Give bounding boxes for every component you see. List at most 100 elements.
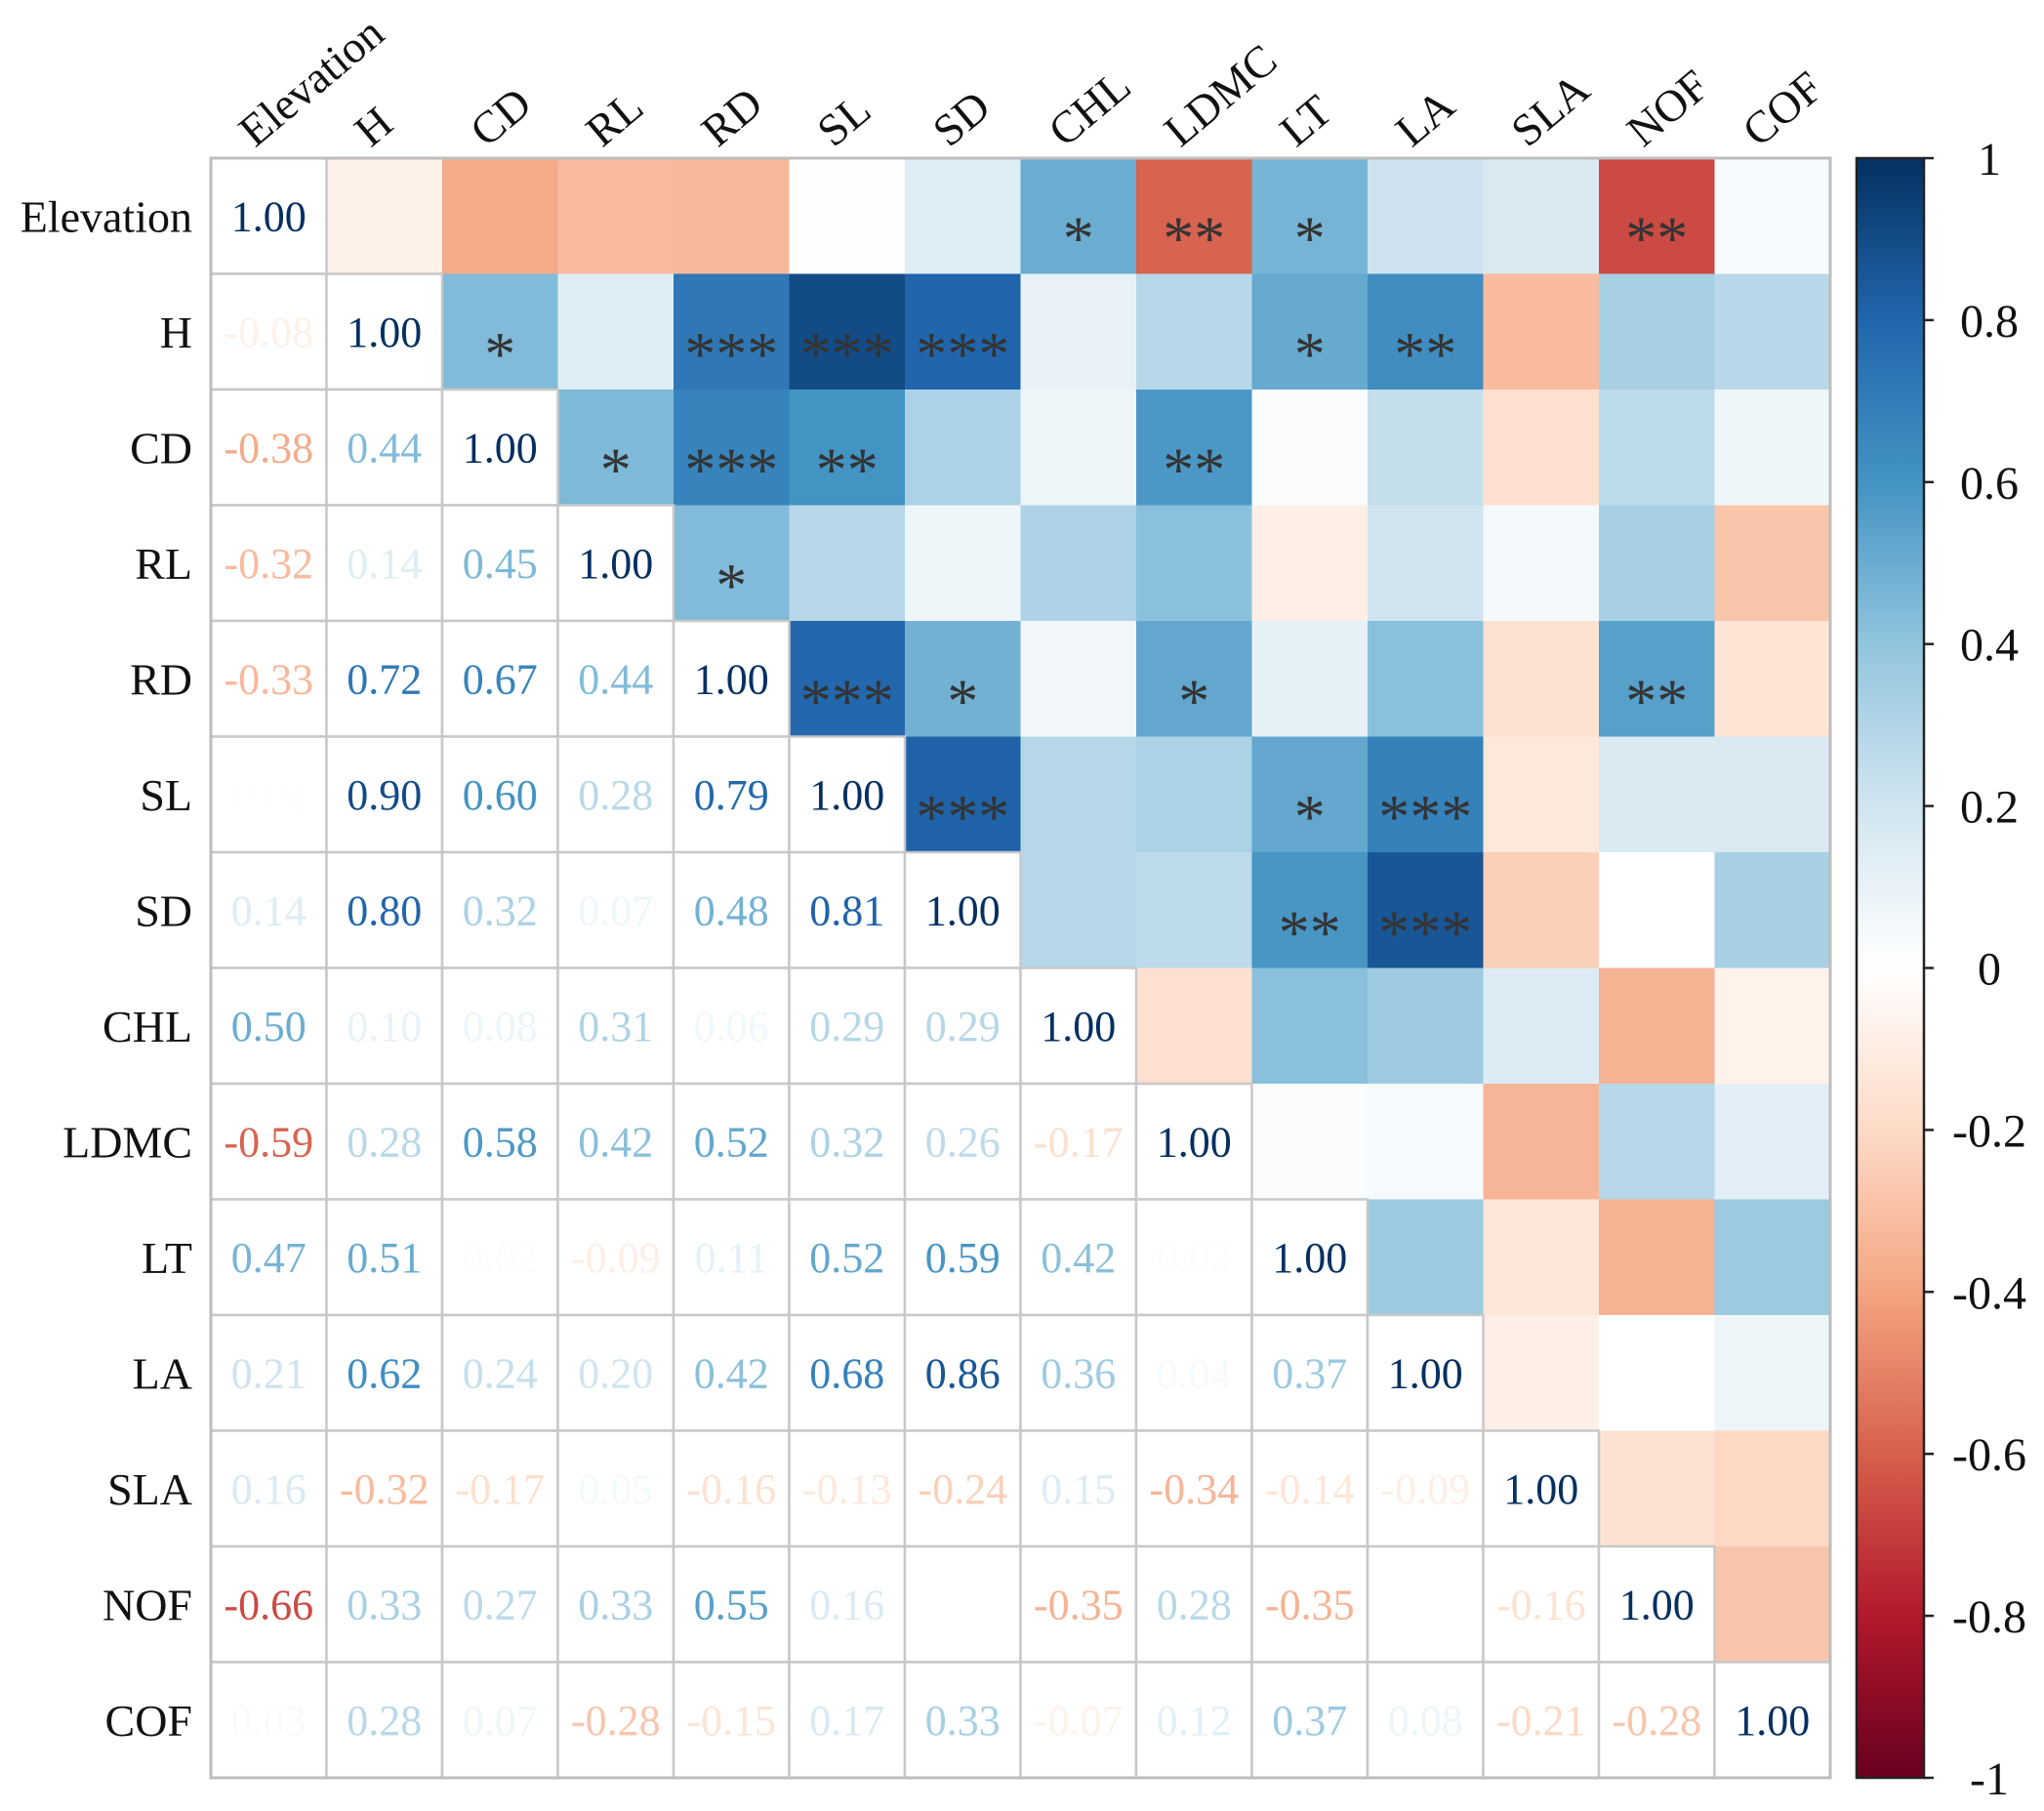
value-label-LA-CD: 0.24: [463, 1349, 538, 1397]
heatmap-cell-RL-LA: [1368, 505, 1485, 622]
heatmap-cell-RL-CHL: [1020, 505, 1137, 622]
heatmap-cell-LT-SD: [903, 1198, 1022, 1317]
heatmap-cell-CHL-SL: [788, 967, 907, 1086]
heatmap-cell-SL-Elevation: [209, 735, 328, 854]
heatmap-cell-LT-RL: [556, 1198, 675, 1317]
heatmap-cell-RD-LT: [1251, 621, 1369, 738]
value-label-H-H: 1.00: [347, 309, 422, 356]
colorbar-gradient: [1855, 156, 1926, 1780]
heatmap-cell-H-RL: [557, 273, 675, 391]
value-label-COF-SD: 0.33: [925, 1697, 1001, 1745]
heatmap-cell-RD-COF: [1714, 621, 1831, 738]
significance-stars-CD-RL: *: [600, 434, 632, 504]
heatmap-cell-CD-CHL: [1020, 390, 1137, 507]
value-label-CD-Elevation: -0.38: [224, 424, 313, 472]
heatmap-cell-LDMC-LT: [1251, 1084, 1369, 1201]
value-label-COF-RL: -0.28: [571, 1697, 661, 1745]
value-label-COF-NOF: -0.28: [1612, 1697, 1701, 1745]
heatmap-cell-SLA-LT: [1250, 1429, 1369, 1548]
column-label-LA: LA: [1386, 79, 1464, 155]
column-label-COF: COF: [1733, 62, 1831, 156]
value-label-RL-RL: 1.00: [578, 540, 653, 588]
heatmap-cell-H-LA: [1368, 273, 1485, 391]
heatmap-cell-COF-SLA: [1482, 1661, 1601, 1780]
heatmap-cell-SL-LDMC: [1136, 736, 1253, 853]
heatmap-cell-LT-CHL: [1019, 1198, 1138, 1317]
column-label-H: H: [345, 97, 401, 155]
heatmap-cell-CHL-NOF: [1599, 967, 1716, 1085]
column-label-CD: CD: [461, 78, 541, 156]
value-label-LA-LT: 0.37: [1272, 1349, 1347, 1397]
upper-triangle-cells: [326, 158, 1831, 1664]
heatmap-cell-LA-CHL: [1019, 1313, 1138, 1432]
heatmap-cell-LA-SL: [788, 1313, 907, 1432]
heatmap-cell-RD-NOF: [1599, 621, 1716, 738]
value-label-LT-CHL: 0.42: [1041, 1234, 1116, 1282]
value-label-LT-LDMC: 0.02: [1157, 1234, 1232, 1282]
value-label-LA-H: 0.62: [347, 1349, 422, 1397]
heatmap-cell-COF-SL: [788, 1661, 907, 1780]
row-label-LDMC: LDMC: [62, 1117, 192, 1167]
diagonal-cell-CD: [440, 388, 559, 507]
heatmap-cell-RD-SLA: [1483, 621, 1600, 738]
diagonal-cell-SLA: [1482, 1429, 1601, 1548]
heatmap-cell-H-COF: [1714, 273, 1831, 391]
row-label-LA: LA: [133, 1348, 192, 1398]
heatmap-cell-CD-COF: [1714, 390, 1831, 507]
significance-stars-H-LA: **: [1394, 319, 1456, 389]
colorbar-tick-label--0.8: -0.8: [1952, 1591, 2026, 1643]
heatmap-cell-NOF-Elevation: [209, 1544, 328, 1664]
significance-stars-SL-LT: *: [1294, 782, 1326, 851]
colorbar-tick-label--0.2: -0.2: [1952, 1105, 2026, 1157]
value-label-SLA-Elevation: 0.16: [231, 1465, 307, 1513]
heatmap-cell-CD-RL: [557, 390, 675, 507]
value-label-COF-LDMC: 0.12: [1157, 1697, 1232, 1745]
heatmap-cell-RL-COF: [1714, 505, 1831, 622]
heatmap-cell-RL-SD: [905, 505, 1022, 622]
heatmap-cell-SD-Elevation: [209, 850, 328, 969]
colorbar-tick-label-0: 0: [1978, 944, 2001, 996]
heatmap-cell-RL-RD: [674, 505, 791, 622]
heatmap-cell-RL-CD: [440, 504, 559, 623]
colorbar-tick-label-0.6: 0.6: [1960, 458, 2019, 510]
heatmap-cell-CD-SLA: [1483, 390, 1600, 507]
value-label-SL-H: 0.90: [347, 771, 422, 819]
value-label-LA-Elevation: 0.21: [231, 1349, 307, 1397]
colorbar: 1 0.8 0.6 0.4 0.2 0 -0.2 -0.4 -0.6 -0.8 -1: [1855, 134, 2026, 1805]
value-label-LA-LDMC: 0.04: [1157, 1349, 1232, 1397]
significance-stars-H-CD: *: [484, 319, 515, 389]
heatmap-cell-SL-SLA: [1483, 736, 1600, 853]
heatmap-cell-SLA-RD: [672, 1429, 791, 1548]
heatmap-cell-RD-SL: [789, 621, 906, 738]
heatmap-cell-NOF-H: [325, 1544, 444, 1664]
value-label-CHL-SL: 0.29: [809, 1003, 884, 1050]
significance-stars-CD-RD: ***: [684, 434, 778, 504]
value-label-LA-LA: 1.00: [1388, 1349, 1463, 1397]
value-label-NOF-RD: 0.55: [694, 1581, 769, 1628]
value-label-NOF-SL: 0.16: [809, 1581, 884, 1628]
heatmap-cell-CD-LA: [1368, 390, 1485, 507]
heatmap-cell-CHL-LA: [1368, 967, 1485, 1085]
value-label-LA-RL: 0.20: [578, 1349, 653, 1397]
heatmap-cell-Elevation-RD: [674, 158, 791, 275]
heatmap-cell-CHL-LT: [1251, 967, 1369, 1085]
heatmap-cell-LDMC-SL: [788, 1082, 907, 1201]
value-label-CHL-RL: 0.31: [578, 1003, 653, 1050]
heatmap-cell-LT-LA: [1368, 1199, 1485, 1316]
heatmap-cell-CD-SL: [789, 390, 906, 507]
heatmap-cell-LDMC-RL: [556, 1082, 675, 1201]
value-label-COF-LA: 0.08: [1388, 1697, 1463, 1745]
value-label-RD-RL: 0.44: [578, 655, 653, 703]
value-label-LDMC-LDMC: 1.00: [1157, 1118, 1232, 1166]
value-label-LDMC-RL: 0.42: [578, 1118, 653, 1166]
colorbar-tick-label--0.4: -0.4: [1952, 1267, 2026, 1319]
row-labels: Elevation H CD RL RD SL SD CHL LDMC LT LA SLA NOF COF: [20, 191, 192, 1746]
row-label-Elevation: Elevation: [20, 191, 192, 241]
value-label-RD-CD: 0.67: [463, 655, 538, 703]
row-label-NOF: NOF: [102, 1580, 192, 1629]
colorbar-tick-label-0.8: 0.8: [1960, 296, 2019, 348]
value-label-Elevation-Elevation: 1.00: [231, 192, 307, 240]
heatmap-cell-COF-CHL: [1019, 1661, 1138, 1780]
row-label-CHL: CHL: [102, 1002, 192, 1051]
heatmap-cell-CHL-SD: [903, 967, 1022, 1086]
